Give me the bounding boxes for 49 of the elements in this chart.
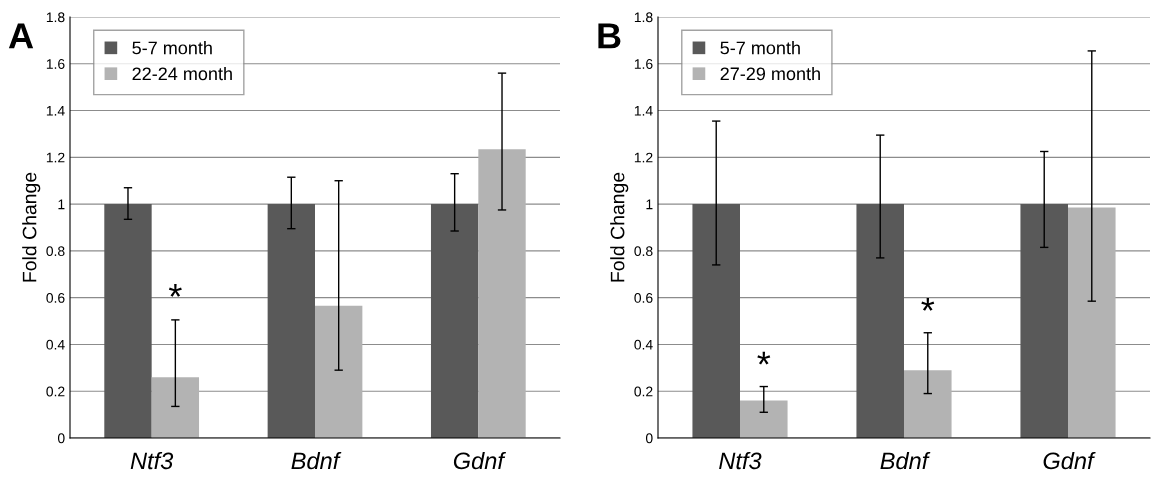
bar <box>856 204 904 438</box>
y-axis-title: Fold Change <box>610 172 629 282</box>
y-tick-label: 1.8 <box>634 12 653 23</box>
y-tick-label: 0 <box>57 433 65 444</box>
y-tick-label: 0.4 <box>634 339 653 350</box>
y-tick-label: 0.6 <box>634 293 653 303</box>
y-tick-label: 1.6 <box>46 59 65 69</box>
y-tick-label: 0.2 <box>634 386 653 397</box>
y-tick-label: 1.6 <box>634 59 653 69</box>
bar <box>151 377 200 438</box>
y-tick-label: 1.8 <box>46 12 65 23</box>
y-tick-label: 1.4 <box>46 106 65 116</box>
text: A <box>8 23 34 49</box>
y-tick-label: 0.8 <box>634 246 653 257</box>
bar <box>740 400 788 438</box>
text: B <box>598 23 621 49</box>
y-tick-label: 1.2 <box>46 152 65 163</box>
x-tick-label: Bdnf <box>880 451 931 470</box>
y-tick-label: 0.4 <box>46 339 65 350</box>
bar <box>104 204 152 438</box>
bar <box>904 370 952 438</box>
annotation: * <box>168 284 182 297</box>
legend-label: 5-7 month <box>720 41 800 55</box>
bar <box>315 305 363 438</box>
y-tick-label: 1.4 <box>634 106 653 116</box>
legend-label: 5-7 month <box>132 41 212 55</box>
y-tick-label: 1.2 <box>634 152 653 163</box>
bar <box>478 149 526 438</box>
bar <box>430 204 479 438</box>
y-tick-label: 1 <box>58 199 65 210</box>
x-tick-label: Bdnf <box>291 451 342 470</box>
annotation: * <box>757 351 771 365</box>
y-tick-label: 0.6 <box>46 293 65 303</box>
bar <box>1068 207 1116 438</box>
x-tick-label: Gdnf <box>1043 451 1096 470</box>
x-tick-label: Ntf3 <box>130 451 174 470</box>
y-axis-title: Fold Change <box>22 172 41 282</box>
bar <box>692 204 740 438</box>
x-tick-label: Gdnf <box>453 451 506 470</box>
legend-label: 27-29 month <box>720 66 820 81</box>
x-tick-label: Ntf3 <box>719 451 762 470</box>
bar <box>267 204 315 438</box>
y-tick-label: 0 <box>645 433 653 444</box>
bar <box>1020 204 1068 438</box>
y-tick-label: 1 <box>646 199 653 210</box>
annotation: * <box>921 298 935 311</box>
y-tick-label: 0.8 <box>46 246 65 257</box>
y-tick-label: 0.2 <box>46 386 65 397</box>
legend-label: 22-24 month <box>132 66 232 81</box>
